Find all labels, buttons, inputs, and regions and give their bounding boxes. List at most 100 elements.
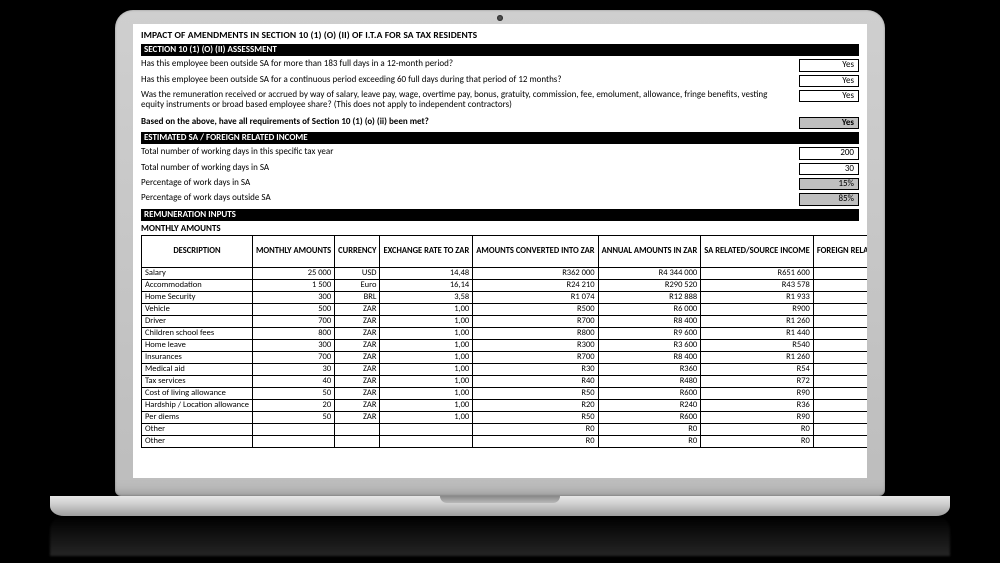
table-cell[interactable]: R1 933	[701, 292, 814, 304]
table-cell[interactable]	[335, 436, 380, 448]
table-cell[interactable]: ZAR	[335, 364, 380, 376]
table-cell[interactable]: R3 060	[813, 340, 867, 352]
table-cell[interactable]: R0	[701, 424, 814, 436]
table-cell[interactable]: ZAR	[335, 400, 380, 412]
table-cell[interactable]: R8 160	[813, 328, 867, 340]
question-value[interactable]: Yes	[799, 59, 859, 71]
table-cell[interactable]: R360	[598, 364, 701, 376]
table-cell[interactable]: Children school fees	[142, 328, 253, 340]
table-cell[interactable]	[252, 436, 334, 448]
table-cell[interactable]: 1,00	[380, 388, 473, 400]
table-cell[interactable]: R43 578	[701, 280, 814, 292]
table-cell[interactable]: 1 500	[252, 280, 334, 292]
table-cell[interactable]: R8 400	[598, 352, 701, 364]
table-cell[interactable]: R12 888	[598, 292, 701, 304]
table-cell[interactable]: R0	[598, 424, 701, 436]
question-value[interactable]: Yes	[799, 75, 859, 87]
table-cell[interactable]: R600	[598, 388, 701, 400]
table-cell[interactable]	[252, 424, 334, 436]
table-cell[interactable]: Euro	[335, 280, 380, 292]
table-cell[interactable]: R50	[473, 412, 598, 424]
table-cell[interactable]: R600	[598, 412, 701, 424]
table-cell[interactable]: 14,48	[380, 268, 473, 280]
table-cell[interactable]: R0	[813, 436, 867, 448]
table-cell[interactable]: Driver	[142, 316, 253, 328]
table-cell[interactable]: R1 260	[701, 316, 814, 328]
table-cell[interactable]: R3 600	[598, 340, 701, 352]
table-cell[interactable]: 1,00	[380, 400, 473, 412]
stat-value[interactable]: 15%	[799, 178, 859, 190]
table-cell[interactable]: Hardship / Location allowance	[142, 400, 253, 412]
table-cell[interactable]: 300	[252, 292, 334, 304]
table-cell[interactable]: USD	[335, 268, 380, 280]
table-cell[interactable]: Tax services	[142, 376, 253, 388]
table-cell[interactable]: R1 260	[701, 352, 814, 364]
table-cell[interactable]: R8 400	[598, 316, 701, 328]
table-cell[interactable]: 300	[252, 340, 334, 352]
table-cell[interactable]: ZAR	[335, 376, 380, 388]
table-cell[interactable]: R0	[701, 436, 814, 448]
table-cell[interactable]: R0	[598, 436, 701, 448]
stat-value[interactable]: 85%	[799, 193, 859, 205]
table-cell[interactable]: ZAR	[335, 412, 380, 424]
table-cell[interactable]: Other	[142, 436, 253, 448]
table-cell[interactable]: R4 344 000	[598, 268, 701, 280]
table-cell[interactable]: 25 000	[252, 268, 334, 280]
table-cell[interactable]: ZAR	[335, 316, 380, 328]
table-cell[interactable]: ZAR	[335, 340, 380, 352]
table-cell[interactable]: R30	[473, 364, 598, 376]
table-cell[interactable]: R362 000	[473, 268, 598, 280]
table-cell[interactable]: R6 000	[598, 304, 701, 316]
table-cell[interactable]: R90	[701, 412, 814, 424]
table-cell[interactable]: 40	[252, 376, 334, 388]
table-cell[interactable]: R480	[598, 376, 701, 388]
table-cell[interactable]: R1 440	[701, 328, 814, 340]
table-cell[interactable]: 800	[252, 328, 334, 340]
table-cell[interactable]: R900	[701, 304, 814, 316]
table-cell[interactable]: 1,00	[380, 352, 473, 364]
stat-value[interactable]: 30	[799, 163, 859, 175]
table-cell[interactable]: R0	[473, 424, 598, 436]
table-cell[interactable]: R3 692 400	[813, 268, 867, 280]
table-cell[interactable]: R24 210	[473, 280, 598, 292]
table-cell[interactable]: Cost of living allowance	[142, 388, 253, 400]
table-cell[interactable]: Other	[142, 424, 253, 436]
table-cell[interactable]: 1,00	[380, 316, 473, 328]
table-cell[interactable]: R290 520	[598, 280, 701, 292]
table-cell[interactable]: 700	[252, 316, 334, 328]
table-cell[interactable]: 20	[252, 400, 334, 412]
question-value[interactable]: Yes	[799, 90, 859, 102]
table-cell[interactable]: 1,00	[380, 412, 473, 424]
table-cell[interactable]: R20	[473, 400, 598, 412]
table-cell[interactable]: 30	[252, 364, 334, 376]
table-cell[interactable]	[380, 436, 473, 448]
table-cell[interactable]: R36	[701, 400, 814, 412]
table-cell[interactable]: ZAR	[335, 388, 380, 400]
table-cell[interactable]: R306	[813, 364, 867, 376]
table-cell[interactable]: R408	[813, 376, 867, 388]
table-cell[interactable]: Salary	[142, 268, 253, 280]
table-cell[interactable]: R9 600	[598, 328, 701, 340]
table-cell[interactable]: Home leave	[142, 340, 253, 352]
table-cell[interactable]: R700	[473, 352, 598, 364]
table-cell[interactable]: R700	[473, 316, 598, 328]
table-cell[interactable]: R54	[701, 364, 814, 376]
table-cell[interactable]: R500	[473, 304, 598, 316]
stat-value[interactable]: 200	[799, 147, 859, 159]
table-cell[interactable]: R0	[473, 436, 598, 448]
table-cell[interactable]: R540	[701, 340, 814, 352]
table-cell[interactable]: R510	[813, 412, 867, 424]
table-cell[interactable]: R5 100	[813, 304, 867, 316]
table-cell[interactable]: 16,14	[380, 280, 473, 292]
table-cell[interactable]: Per diems	[142, 412, 253, 424]
table-cell[interactable]: R0	[813, 424, 867, 436]
table-cell[interactable]: R1 074	[473, 292, 598, 304]
table-cell[interactable]: R72	[701, 376, 814, 388]
table-cell[interactable]: 50	[252, 388, 334, 400]
table-cell[interactable]: ZAR	[335, 328, 380, 340]
table-cell[interactable]: Home Security	[142, 292, 253, 304]
table-cell[interactable]: 500	[252, 304, 334, 316]
table-cell[interactable]: 700	[252, 352, 334, 364]
table-cell[interactable]: 1,00	[380, 340, 473, 352]
table-cell[interactable]: R510	[813, 388, 867, 400]
